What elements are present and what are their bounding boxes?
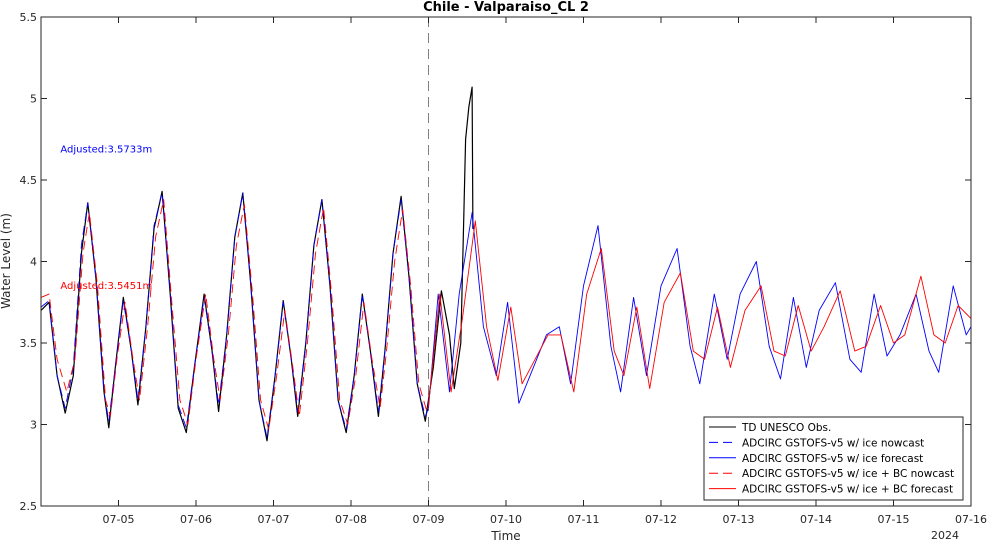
legend-label-adcirc-gstofs-v5-w-ice-bc-forecast: ADCIRC GSTOFS-v5 w/ ice + BC forecast bbox=[742, 484, 953, 496]
y-tick-label: 4 bbox=[30, 256, 37, 269]
legend-box bbox=[703, 416, 964, 501]
y-tick-label: 3 bbox=[30, 419, 37, 432]
x-tick-label: 07-13 bbox=[723, 513, 755, 526]
x-tick-label: 07-12 bbox=[645, 513, 677, 526]
series-line-adcirc-gstofs-v5-w-ice-forecast bbox=[428, 212, 972, 409]
y-tick-label: 3.5 bbox=[20, 337, 38, 350]
legend-label-adcirc-gstofs-v5-w-ice-forecast: ADCIRC GSTOFS-v5 w/ ice forecast bbox=[742, 453, 923, 465]
x-tick-label: 07-05 bbox=[103, 513, 135, 526]
legend-label-adcirc-gstofs-v5-w-ice-nowcast: ADCIRC GSTOFS-v5 w/ ice nowcast bbox=[742, 437, 924, 449]
annotation-layer: Adjusted:3.5733m Adjusted:3.5451m bbox=[60, 144, 152, 292]
y-tick-label: 5.5 bbox=[20, 11, 38, 24]
adjusted-annotation-2: Adjusted:3.5451m bbox=[60, 281, 152, 292]
x-tick-label: 07-14 bbox=[800, 513, 832, 526]
x-tick-label: 07-11 bbox=[568, 513, 600, 526]
x-tick-label: 07-15 bbox=[878, 513, 910, 526]
y-axis-label: Water Level (m) bbox=[0, 213, 13, 309]
x-tick-label: 07-09 bbox=[413, 513, 445, 526]
year-label: 2024 bbox=[931, 529, 959, 541]
axis-layer: 2.5 3 3.5 4 4.5 5 5.5 07-05 07-06 07-07 07-08 07-09… bbox=[20, 11, 987, 526]
x-axis-label: Time bbox=[490, 529, 520, 541]
y-tick-label: 4.5 bbox=[20, 174, 38, 187]
adjusted-annotation-1: Adjusted:3.5733m bbox=[60, 144, 152, 155]
legend-label-adcirc-gstofs-v5-w-ice-bc-nowcast: ADCIRC GSTOFS-v5 w/ ice + BC nowcast bbox=[742, 468, 954, 480]
x-tick-label: 07-08 bbox=[335, 513, 367, 526]
series-line-adcirc-gstofs-v5-w-ice-bc-nowcast bbox=[40, 199, 429, 430]
legend-label-td-unesco-obs: TD UNESCO Obs. bbox=[741, 422, 831, 434]
x-tick-label: 07-06 bbox=[180, 513, 212, 526]
x-tick-label: 07-16 bbox=[955, 513, 987, 526]
legend: TD UNESCO Obs. ADCIRC GSTOFS-v5 w/ ice no… bbox=[703, 416, 964, 501]
series-line-adcirc-gstofs-v5-w-ice-bc-forecast bbox=[428, 220, 972, 405]
series-layer bbox=[40, 17, 972, 506]
chart-title: Chile - Valparaiso_CL 2 bbox=[423, 0, 589, 15]
x-tick-label: 07-07 bbox=[258, 513, 290, 526]
y-tick-label: 5 bbox=[30, 93, 37, 106]
y-tick-label: 2.5 bbox=[20, 500, 38, 513]
x-tick-label: 07-10 bbox=[490, 513, 522, 526]
